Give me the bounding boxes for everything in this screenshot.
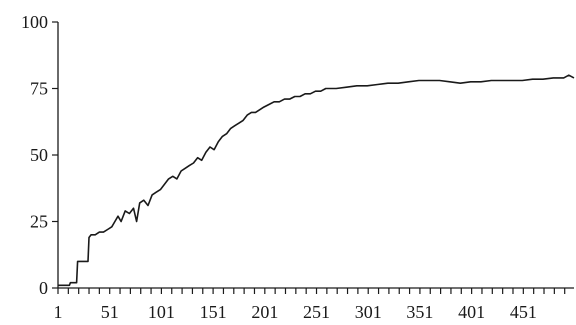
y-tick-label: 75 <box>30 79 48 99</box>
y-tick-label: 0 <box>39 278 48 298</box>
x-tick-label: 351 <box>406 302 433 322</box>
x-axis: 1 51 101 151 201 251 301 351 401 451 <box>54 287 574 322</box>
x-tick-label: 401 <box>458 302 485 322</box>
x-tick-label: 101 <box>148 302 175 322</box>
series-line <box>58 74 575 287</box>
x-tick-label: 51 <box>101 302 119 322</box>
y-tick-label: 50 <box>30 145 48 165</box>
x-tick-label: 1 <box>54 302 63 322</box>
x-tick-label: 301 <box>355 302 382 322</box>
plot-area <box>58 74 575 287</box>
y-tick-label: 100 <box>21 12 48 32</box>
x-tick-label: 251 <box>303 302 330 322</box>
x-tick-label: 451 <box>510 302 537 322</box>
y-tick-label: 25 <box>30 212 48 232</box>
x-tick-label: 151 <box>200 302 227 322</box>
x-tick-label: 201 <box>251 302 278 322</box>
y-axis: 0 25 50 75 100 <box>21 12 59 298</box>
